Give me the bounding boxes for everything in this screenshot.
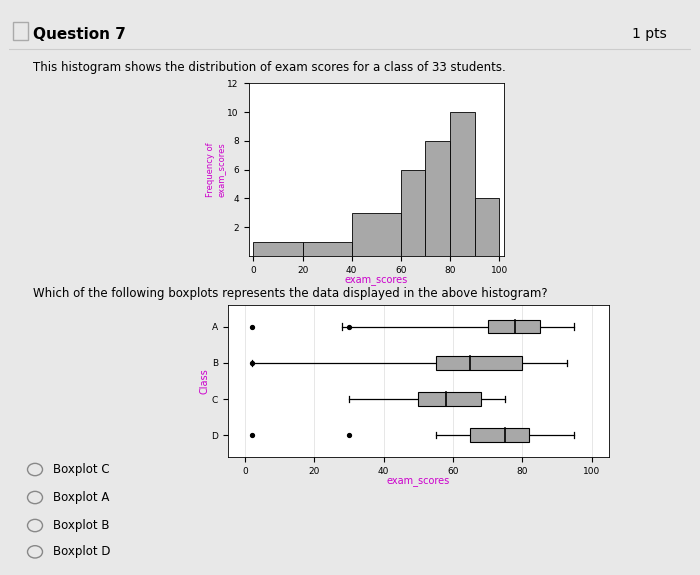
Bar: [450, 112, 475, 256]
Text: This histogram shows the distribution of exam scores for a class of 33 students.: This histogram shows the distribution of…: [33, 61, 505, 74]
Bar: [253, 242, 302, 256]
Bar: [351, 213, 401, 256]
Bar: [435, 356, 522, 370]
Y-axis label: Frequency of
exam_scores: Frequency of exam_scores: [206, 142, 226, 197]
Text: Which of the following boxplots represents the data displayed in the above histo: Which of the following boxplots represen…: [33, 288, 547, 301]
Bar: [475, 198, 499, 256]
Text: Boxplot D: Boxplot D: [52, 545, 110, 558]
X-axis label: exam_scores: exam_scores: [386, 477, 450, 487]
Bar: [488, 320, 540, 334]
Text: Boxplot A: Boxplot A: [52, 491, 109, 504]
X-axis label: exam_scores: exam_scores: [344, 276, 408, 286]
Bar: [13, 22, 27, 40]
Bar: [470, 428, 529, 442]
Y-axis label: Class: Class: [199, 368, 209, 394]
Bar: [419, 392, 481, 406]
Text: Boxplot C: Boxplot C: [52, 463, 109, 476]
Text: Boxplot B: Boxplot B: [52, 519, 109, 532]
Text: 1 pts: 1 pts: [632, 27, 667, 41]
Bar: [401, 170, 426, 256]
Bar: [426, 141, 450, 256]
Bar: [302, 242, 351, 256]
Text: Question 7: Question 7: [33, 27, 126, 42]
